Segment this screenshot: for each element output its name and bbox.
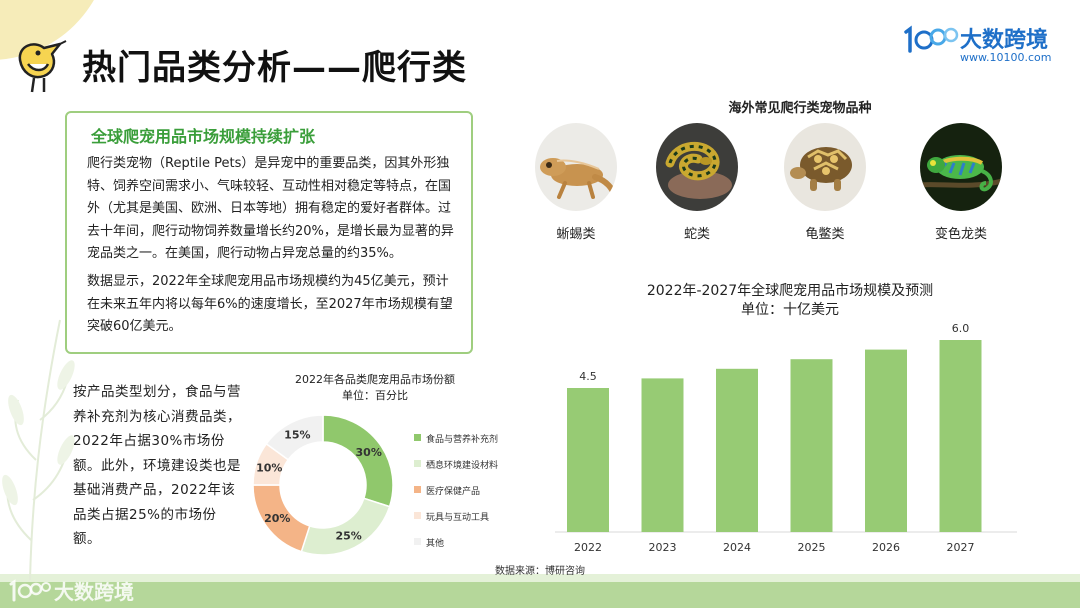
bar-2026 [865,349,907,532]
legend-label: 食品与营养补充剂 [426,435,499,445]
legend-swatch [414,538,421,545]
legend-label: 玩具与互动工具 [426,513,490,523]
x-tick-label: 2026 [872,541,900,554]
legend-item: 其他 [414,536,534,562]
bar-chart-title-block: 2022年-2027年全球爬宠用品市场规模及预测 单位：十亿美元 [570,282,1010,320]
info-paragraph-2: 数据显示，2022年全球爬宠用品市场规模约为45亿美元，预计在未来五年内将以每年… [87,274,453,334]
bird-mascot-icon [18,40,67,93]
x-tick-label: 2022 [574,541,602,554]
donut-slice-1 [300,497,391,556]
donut-slice-label: 10% [256,462,282,475]
bar-2024 [716,368,758,532]
bar-2025 [790,359,833,532]
bar-data-label: 6.0 [952,322,970,335]
legend-label: 栖息环境建设材料 [426,461,499,471]
species-label-tortoise: 龟鳖类 [805,227,845,242]
species-item-snake: 蛇类 [647,123,747,243]
info-paragraph-1: 爬行类宠物（Reptile Pets）是异宠中的重要品类，因其外形独特、饲养空间… [87,156,454,261]
category-summary-text: 按产品类型划分，食品与营养补充剂为核心消费品类，2022年占据30%市场份额。此… [73,384,241,547]
legend-label: 其他 [426,539,445,549]
chameleon-photo-icon [920,123,1002,211]
donut-legend: 食品与营养补充剂 栖息环境建设材料 医疗保健产品 玩具与互动工具 其他 [414,432,534,562]
brand-name: 大数跨境 [960,28,1049,53]
watermark-text: 大数跨境 [54,580,134,604]
legend-item: 食品与营养补充剂 [414,432,534,458]
legend-label: 医疗保健产品 [426,487,481,497]
brand-logo: 大数跨境 www.10100.com [902,20,1062,70]
snake-photo-icon [656,123,738,211]
legend-swatch [414,460,421,467]
info-box-title: 全球爬宠用品市场规模持续扩张 [91,127,316,146]
legend-swatch [414,512,421,519]
bar-2027 [939,340,982,532]
species-label-chameleon: 变色龙类 [934,227,987,242]
bar-chart: 2022 4.5 2023 2024 2025 2026 2027 6.0 [555,322,1017,554]
species-label-snake: 蛇类 [683,227,710,242]
legend-item: 玩具与互动工具 [414,510,534,536]
watermark: 大数跨境 [8,574,158,604]
species-section-title: 海外常见爬行类宠物品种 [728,101,872,116]
legend-item: 医疗保健产品 [414,484,534,510]
tortoise-photo-icon [784,123,866,211]
bar-2022 [567,388,609,532]
x-tick-label: 2023 [649,541,677,554]
species-item-chameleon: 变色龙类 [911,123,1011,243]
pie-chart-title-block: 2022年各品类爬宠用品市场份额 单位：百分比 [270,372,480,404]
donut-slice-label: 30% [356,446,382,459]
species-item-lizard: 蜥蜴类 [526,123,626,243]
bottom-band-light [0,574,1080,582]
data-source: 数据来源：博研咨询 [495,566,585,577]
bottom-band [0,582,1080,608]
page-title: 热门品类分析——爬行类 [82,48,467,88]
pie-chart-title: 2022年各品类爬宠用品市场份额 [295,373,455,386]
bar-data-label: 4.5 [579,370,597,383]
bar-2023 [641,378,684,532]
x-tick-label: 2024 [723,541,751,554]
x-tick-label: 2025 [798,541,826,554]
brand-url: www.10100.com [960,51,1052,64]
donut-slice-label: 25% [335,529,361,542]
bar-chart-title: 2022年-2027年全球爬宠用品市场规模及预测 [646,283,934,299]
x-tick-label: 2027 [947,541,975,554]
legend-swatch [414,434,421,441]
donut-slice-label: 20% [264,512,290,525]
plant-decoration-icon [2,319,75,580]
donut-slice-0 [322,414,394,508]
pie-chart-subtitle: 单位：百分比 [342,389,408,402]
donut-slice-label: 15% [284,429,310,442]
donut-slice-4 [265,414,324,461]
legend-item: 栖息环境建设材料 [414,458,534,484]
watermark-logo-icon [9,579,51,602]
lizard-photo-icon [535,123,617,211]
bar-chart-subtitle: 单位：十亿美元 [741,302,839,318]
donut-chart: 30% 25% 20% 10% 15% [252,414,394,556]
legend-swatch [414,486,421,493]
market-info-box: 全球爬宠用品市场规模持续扩张 爬行类宠物（Reptile Pets）是异宠中的重… [65,111,473,354]
species-label-lizard: 蜥蜴类 [556,227,596,242]
species-item-tortoise: 龟鳖类 [775,123,875,243]
brand-10100-icon [904,25,959,53]
